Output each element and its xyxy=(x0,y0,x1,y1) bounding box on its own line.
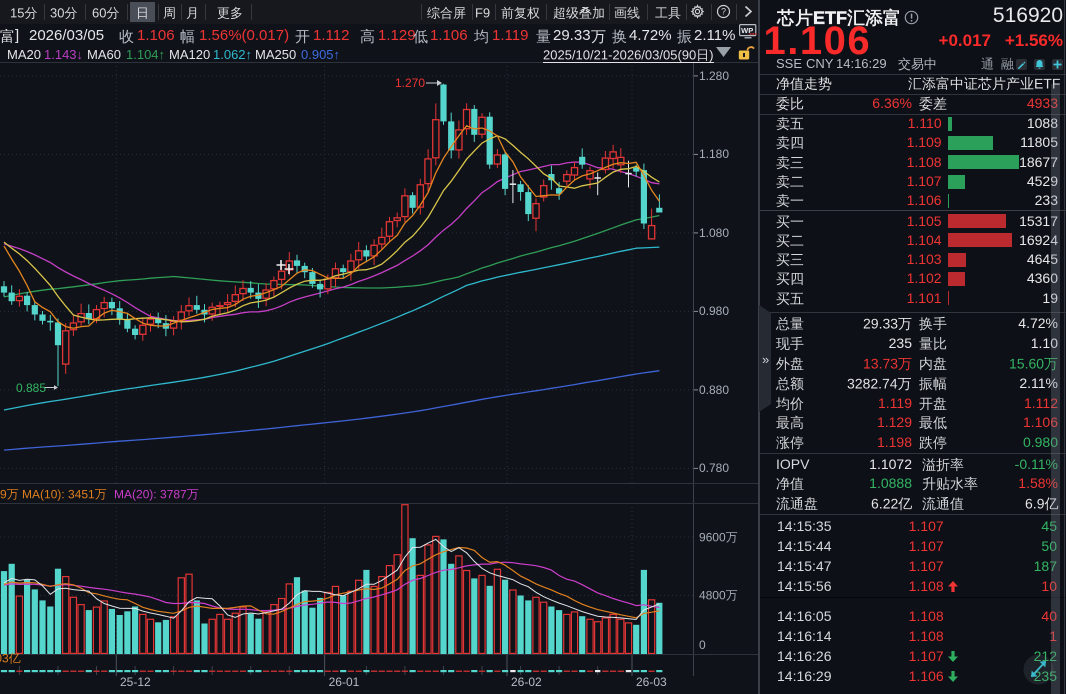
svg-text:WP: WP xyxy=(741,26,753,35)
svg-text:?: ? xyxy=(721,6,726,16)
